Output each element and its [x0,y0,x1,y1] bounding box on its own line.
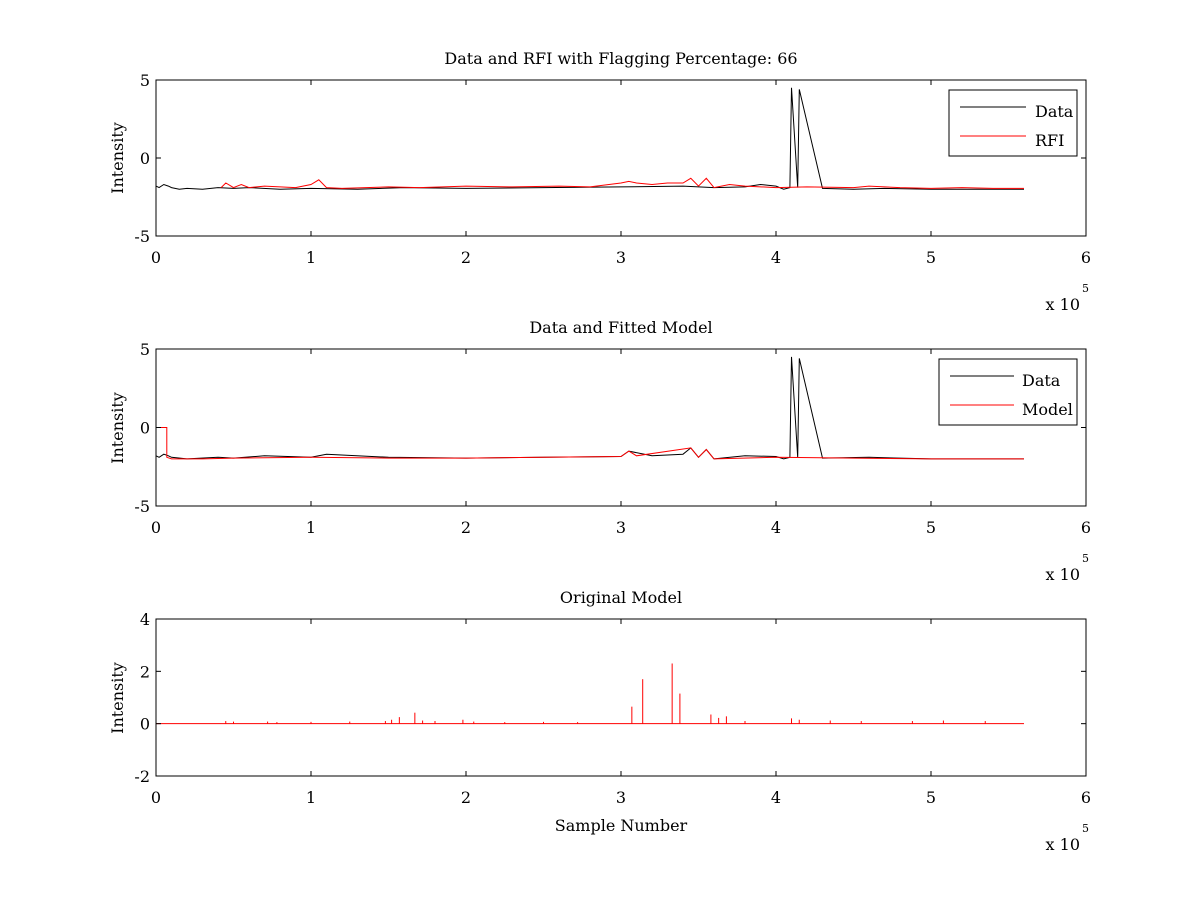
y-axis-label: Intensity [108,122,127,194]
x-multiplier-exponent: 5 [1082,282,1089,295]
y-tick-label: 4 [140,610,150,629]
series-line-model [156,427,1024,460]
y-tick-label: -5 [134,497,150,516]
axes-box [155,618,1087,777]
plot-area [155,356,1024,460]
x-tick-label: 4 [771,248,781,267]
y-tick-label: 0 [140,715,150,734]
subplot-title: Data and RFI with Flagging Percentage: 6… [444,49,797,68]
x-multiplier-exponent: 5 [1082,552,1089,565]
x-tick-label: 0 [151,518,161,537]
subplot-title: Data and Fitted Model [529,318,712,337]
x-tick-label: 1 [306,788,316,807]
x-tick-label: 5 [926,248,936,267]
x-tick-label: 5 [926,518,936,537]
legend-label-model: Model [1022,400,1073,419]
y-tick-label: 2 [140,662,150,681]
axes-box [155,79,1087,237]
x-multiplier-exponent: 5 [1082,822,1089,835]
plot-area [155,87,1024,190]
series-line-data [155,356,1024,460]
x-tick-label: 3 [616,518,626,537]
x-tick-label: 3 [616,788,626,807]
legend-box [948,89,1078,157]
legend: Data RFI [948,89,1078,157]
y-axis-label: Intensity [108,662,127,734]
y-axis-label: Intensity [108,392,127,464]
x-tick-label: 2 [461,788,471,807]
subplot-title: Original Model [560,588,682,607]
x-tick-label: 4 [771,788,781,807]
series-line-data [155,87,1024,190]
y-tick-label: -2 [134,767,150,786]
legend-label-data: Data [1022,371,1061,390]
subplot-data-model: Data and Fitted Model Intensity 0 1 2 3 4 5 6 -… [108,318,1091,584]
x-tick-label: 0 [151,248,161,267]
legend-label-data: Data [1035,102,1074,121]
y-tick-label: 5 [140,71,150,90]
legend-label-rfi: RFI [1035,131,1064,150]
x-tick-label: 2 [461,518,471,537]
axes-box [155,348,1087,507]
x-tick-label: 1 [306,248,316,267]
y-tick-label: -5 [134,227,150,246]
y-tick-label: 0 [140,149,150,168]
series-line-rfi [220,177,1024,189]
x-multiplier: x 10 [1046,565,1080,584]
x-tick-label: 6 [1081,518,1091,537]
x-tick-label: 6 [1081,248,1091,267]
x-tick-label: 3 [616,248,626,267]
legend-box [938,358,1078,426]
y-tick-label: 0 [140,419,150,438]
x-multiplier: x 10 [1046,835,1080,854]
x-tick-label: 2 [461,248,471,267]
x-axis-label: Sample Number [555,816,688,835]
x-tick-label: 1 [306,518,316,537]
x-tick-label: 5 [926,788,936,807]
x-multiplier: x 10 [1046,295,1080,314]
x-tick-label: 6 [1081,788,1091,807]
y-tick-label: 5 [140,340,150,359]
x-tick-label: 0 [151,788,161,807]
plot-area [156,663,1024,725]
subplot-data-rfi: Data and RFI with Flagging Percentage: 6… [108,49,1091,314]
legend: Data Model [938,358,1078,426]
x-tick-label: 4 [771,518,781,537]
